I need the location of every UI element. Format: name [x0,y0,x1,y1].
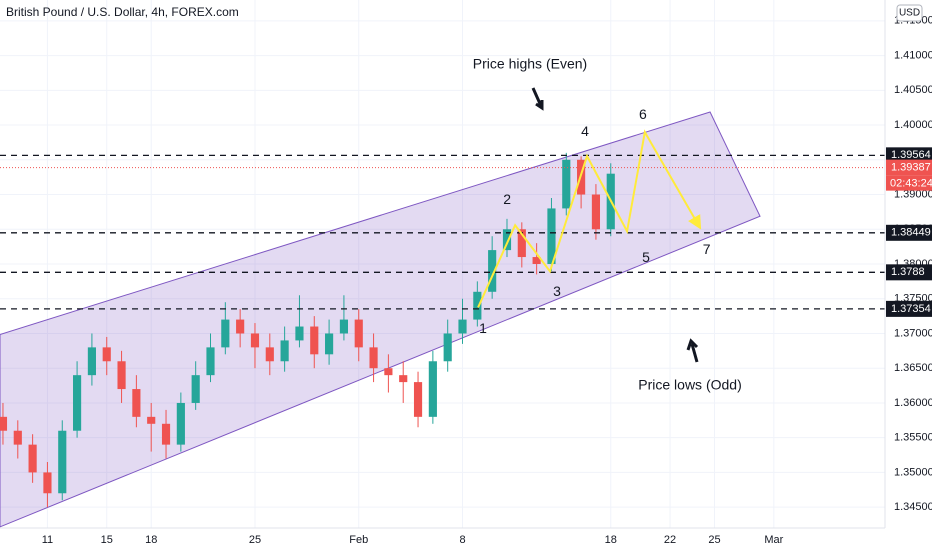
wave-label: 6 [639,106,647,122]
y-tick-label: 1.39000 [894,188,932,200]
price-tag [886,264,932,281]
annotation: Price highs (Even) [473,56,587,72]
candle-body [206,347,215,376]
price-tag [886,147,932,164]
candle-body [73,375,82,431]
x-tick-label: Feb [349,534,368,546]
candle-body [117,361,126,390]
candle-body [325,333,334,355]
y-tick-label: 1.41000 [894,49,932,61]
currency-label: USD [899,8,920,19]
countdown-label: 02:43:24 [890,178,932,190]
candle-body [87,347,96,376]
candle-body [236,319,245,334]
y-tick-label: 1.34500 [894,501,932,513]
y-tick-label: 1.35500 [894,432,932,444]
annotation: Price lows (Odd) [638,377,741,393]
x-tick-label: 15 [101,534,113,546]
candle-body [265,347,274,362]
wave-label: 7 [703,241,711,257]
y-tick-label: 1.40500 [894,84,932,96]
wave-label: 4 [581,123,589,139]
candle-body [369,347,378,369]
candle-body [0,416,8,431]
candle-body [517,229,526,258]
candle-body [443,333,452,362]
y-tick-label: 1.36000 [894,397,932,409]
candle-body [532,257,541,264]
price-tag [886,224,932,241]
currency-box[interactable] [896,4,923,22]
y-tick-label: 1.37000 [894,327,932,339]
candle-body [28,444,37,473]
candle-body [502,229,512,251]
candle-body [102,347,111,362]
candle-body [562,159,571,209]
wave-label: 3 [553,283,561,299]
wave-label: 2 [503,191,511,207]
annotation-arrow [686,338,699,363]
price-tag [886,300,932,317]
x-tick-label: 25 [249,534,261,546]
candle-body [161,423,171,445]
price-tag [886,159,932,176]
price-tag-label: 1.3788 [891,266,925,278]
candle-body [221,319,230,348]
chart-title: British Pound / U.S. Dollar, 4h, FOREX.c… [6,5,239,19]
candle-body [13,430,22,445]
candle-body [176,402,185,445]
candle-body [384,368,393,376]
candle-body [339,319,348,334]
x-tick-label: Mar [764,534,783,546]
candle-body [58,430,67,494]
wave-label: 5 [642,249,650,265]
candle-body [473,291,482,320]
y-tick-label: 1.36500 [894,362,932,374]
candle-body [428,361,437,417]
y-tick-label: 1.40000 [894,119,932,131]
candle-body [295,326,304,341]
candle-body [310,326,319,355]
price-tag-label: 1.39564 [891,149,931,161]
x-tick-label: 25 [708,534,720,546]
candle-body [488,250,497,292]
candle-body [191,375,200,403]
price-tag-label: 1.37354 [891,303,931,315]
candle-body [250,333,260,348]
countdown-tag [886,175,932,191]
y-tick-label: 1.35000 [894,466,932,478]
x-tick-label: 18 [145,534,157,546]
candle-body [591,194,601,230]
annotation-arrow [531,87,544,111]
candle-body [458,319,467,334]
candle-body [43,472,52,494]
candle-body [132,389,141,417]
candle-body [354,319,363,348]
price-tag-label: 1.39387 [891,162,931,174]
candle-body [280,340,289,362]
wave-label: 1 [479,320,487,336]
candle-body [399,375,408,383]
wave-line [477,129,702,308]
x-tick-label: 22 [664,534,676,546]
x-tick-label: 8 [459,534,465,546]
price-tag-label: 1.38449 [891,227,931,239]
candle-body [147,416,156,424]
candle-body [413,382,423,417]
channel [0,111,761,528]
candle-body [547,208,556,264]
x-tick-label: 18 [605,534,617,546]
x-tick-label: 11 [42,534,53,546]
